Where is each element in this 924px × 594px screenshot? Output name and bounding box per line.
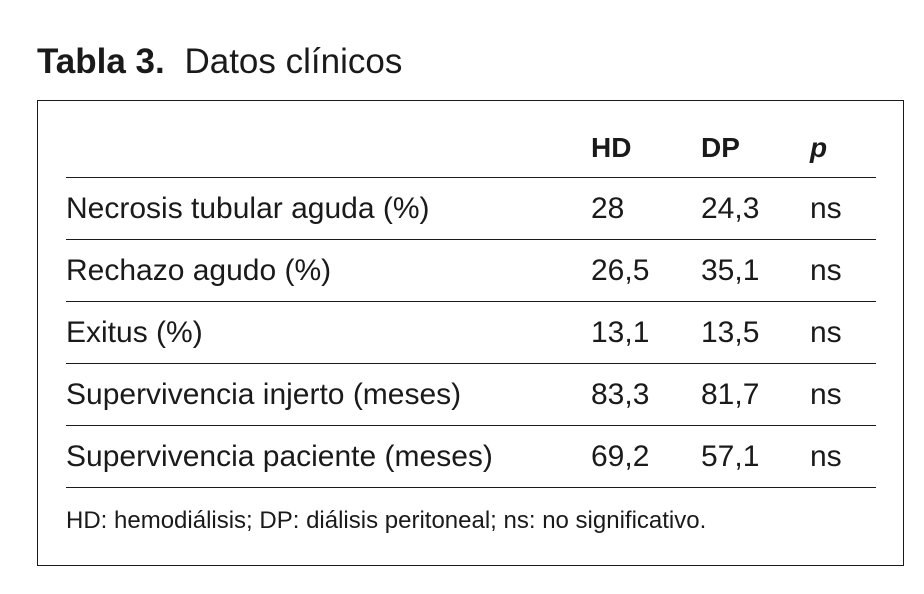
- table-frame: [37, 100, 904, 566]
- row-hd-value: 69,2: [591, 439, 650, 473]
- table-header-row: HD DP p: [66, 118, 876, 178]
- row-label: Supervivencia injerto (meses): [66, 377, 462, 411]
- row-p-value: ns: [810, 191, 842, 225]
- header-cell-p: p: [810, 131, 828, 163]
- table-caption: Datos clínicos: [184, 42, 403, 81]
- table-row: Supervivencia injerto (meses) 83,3 81,7 …: [66, 364, 876, 426]
- row-label: Supervivencia paciente (meses): [66, 439, 493, 473]
- row-dp-value: 81,7: [701, 377, 760, 411]
- row-p-value: ns: [810, 315, 842, 349]
- table-row: Rechazo agudo (%) 26,5 35,1 ns: [66, 240, 876, 302]
- table-row: Supervivencia paciente (meses) 69,2 57,1…: [66, 426, 876, 488]
- row-dp-value: 57,1: [701, 439, 760, 473]
- row-hd-value: 83,3: [591, 377, 650, 411]
- header-cell-hd: HD: [591, 131, 632, 163]
- row-p-value: ns: [810, 253, 842, 287]
- row-hd-value: 13,1: [591, 315, 650, 349]
- row-label: Rechazo agudo (%): [66, 253, 332, 287]
- row-label: Necrosis tubular aguda (%): [66, 191, 430, 225]
- row-hd-value: 26,5: [591, 253, 650, 287]
- row-dp-value: 35,1: [701, 253, 760, 287]
- header-cell-dp: DP: [701, 131, 740, 163]
- table-number: Tabla 3.: [37, 42, 165, 81]
- row-p-value: ns: [810, 377, 842, 411]
- row-dp-value: 13,5: [701, 315, 760, 349]
- row-p-value: ns: [810, 439, 842, 473]
- row-label: Exitus (%): [66, 315, 203, 349]
- table-footnote: HD: hemodiálisis; DP: diálisis peritonea…: [66, 507, 707, 534]
- row-dp-value: 24,3: [701, 191, 760, 225]
- table-row: Exitus (%) 13,1 13,5 ns: [66, 302, 876, 364]
- table-title: Tabla 3. Datos clínicos: [37, 40, 402, 84]
- data-table: HD DP p Necrosis tubular aguda (%) 28 24…: [66, 118, 876, 488]
- table-row: Necrosis tubular aguda (%) 28 24,3 ns: [66, 178, 876, 240]
- row-hd-value: 28: [591, 191, 625, 225]
